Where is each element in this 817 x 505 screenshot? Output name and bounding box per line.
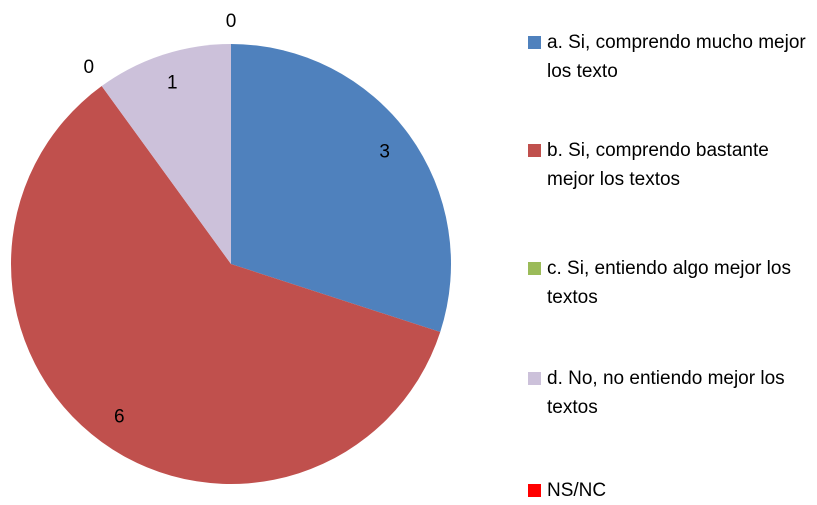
legend-swatch [528,372,541,385]
legend-label: c. Si, entiendo algo mejor los textos [547,258,791,308]
data-label: 1 [167,72,178,93]
legend-item: d. No, no entiendo mejor los textos [528,364,813,422]
data-label: 6 [114,407,125,428]
data-label: 3 [379,141,390,162]
legend-item: a. Si, comprendo mucho mejor los texto [528,28,813,86]
legend-item: b. Si, comprendo bastante mejor los text… [528,136,813,194]
legend-swatch [528,484,541,497]
legend-swatch [528,144,541,157]
pie-slice [101,44,231,264]
legend-label: b. Si, comprendo bastante mejor los text… [547,140,769,190]
legend-item: NS/NC [528,476,813,505]
legend-swatch [528,262,541,275]
legend-swatch [528,36,541,49]
pie-slice [10,86,441,484]
legend-item: c. Si, entiendo algo mejor los textos [528,254,813,312]
data-label: 0 [226,11,237,32]
pie-slice [231,44,451,332]
legend-label: d. No, no entiendo mejor los textos [547,368,785,418]
legend-label: NS/NC [547,480,607,501]
legend-label: a. Si, comprendo mucho mejor los texto [547,32,806,82]
data-label: 0 [83,57,94,78]
